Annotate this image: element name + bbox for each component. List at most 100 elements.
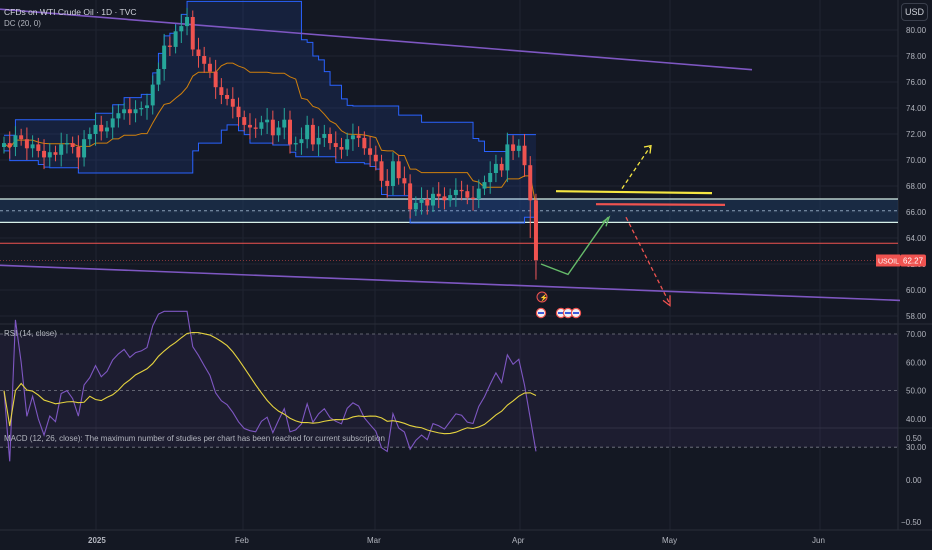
- candle-body: [213, 71, 218, 88]
- candle-body: [385, 180, 390, 186]
- symbol-tag: [876, 254, 900, 267]
- rsi-tick-label: 40.00: [906, 415, 927, 424]
- last-price-tag: [900, 254, 926, 267]
- candle-body: [162, 45, 167, 69]
- candle-body: [139, 108, 144, 110]
- time-tick-label: Apr: [512, 536, 525, 545]
- red-projection-path: [625, 216, 671, 305]
- symbol-tag-label: USOIL: [878, 258, 899, 265]
- candle-body: [316, 137, 321, 145]
- candle-body: [236, 106, 241, 118]
- price-tick-label: 78.00: [906, 52, 927, 61]
- candle-body: [196, 49, 201, 56]
- candle-body: [431, 193, 435, 206]
- price-tick-label: 76.00: [906, 78, 927, 87]
- price-tick-label: 64.00: [906, 234, 927, 243]
- candle-body: [350, 135, 355, 140]
- candle-body: [299, 139, 304, 144]
- candle-body: [396, 161, 401, 179]
- candle-body: [499, 163, 504, 171]
- candle-body: [528, 165, 533, 201]
- donchian-fill: [4, 1, 536, 276]
- candle-body: [356, 135, 361, 138]
- candle-body: [230, 98, 235, 107]
- currency-button[interactable]: USD: [901, 3, 928, 21]
- candle-body: [390, 161, 395, 186]
- red-projection-arrow: [662, 295, 671, 307]
- candle-body: [488, 173, 493, 183]
- time-tick-label: 2025: [88, 536, 106, 545]
- candle-body: [13, 135, 18, 147]
- candle-body: [24, 139, 29, 149]
- indicator-legend-macd: MACD (12, 26, close): The maximum number…: [4, 434, 385, 443]
- candle-body: [82, 139, 87, 158]
- donchian-upper: [4, 0, 536, 153]
- time-tick-label: Jun: [812, 536, 825, 545]
- candle-body: [459, 189, 464, 192]
- price-tick-label: 80.00: [906, 26, 927, 35]
- candle-body: [282, 119, 287, 128]
- macd-tick-label: −0.50: [901, 518, 922, 527]
- green-projection-path: [540, 216, 609, 276]
- time-tick-label: Mar: [367, 536, 381, 545]
- candle-body: [362, 137, 367, 149]
- candle-body: [19, 135, 24, 140]
- event-flash-icon: [536, 291, 548, 303]
- candle-body: [476, 188, 481, 199]
- candle-body: [305, 124, 310, 140]
- indicator-legend-dc: DC (20, 0): [4, 19, 41, 28]
- candle-body: [253, 127, 258, 129]
- candle-body: [265, 119, 270, 123]
- candle-body: [288, 119, 292, 145]
- candle-body: [156, 69, 161, 85]
- candle-body: [225, 95, 230, 99]
- candle-body: [2, 143, 6, 147]
- candle-body: [207, 63, 212, 72]
- flash-icon: ⚡: [540, 293, 549, 302]
- candle-body: [76, 147, 81, 158]
- candle-body: [425, 199, 430, 206]
- price-tick-label: 72.00: [906, 130, 927, 139]
- time-tick-label: Feb: [235, 536, 249, 545]
- price-tick-label: 68.00: [906, 182, 927, 191]
- candle-body: [190, 17, 195, 50]
- green-projection-arrow: [601, 215, 611, 227]
- price-tick-label: 66.00: [906, 208, 927, 217]
- red-resistance-line: [595, 203, 726, 206]
- macd-tick-label: 0.00: [906, 476, 922, 485]
- candle-body: [293, 143, 298, 145]
- candle-body: [533, 200, 538, 261]
- donchian-lower: [4, 124, 537, 276]
- candle-body: [167, 45, 172, 47]
- macd-tick-label: 0.50: [906, 434, 922, 443]
- price-tick-label: 74.00: [906, 104, 927, 113]
- yellow-projection-arrow: [643, 144, 652, 154]
- candle-body: [87, 134, 92, 140]
- candle-body: [333, 143, 338, 147]
- price-tick-label: 60.00: [906, 286, 927, 295]
- candle-body: [185, 17, 190, 27]
- candle-body: [179, 26, 184, 32]
- yellow-resistance-line: [555, 190, 713, 195]
- candle-body: [150, 84, 155, 106]
- candle-body: [70, 143, 75, 147]
- rsi-tick-label: 70.00: [906, 330, 927, 339]
- candle-body: [322, 134, 327, 138]
- candle-body: [436, 193, 441, 197]
- candle-body: [453, 189, 458, 196]
- us-flag-icon-stripe: [565, 312, 571, 314]
- us-flag-icon-stripe: [573, 312, 579, 314]
- lower-channel-line: [0, 264, 901, 302]
- rsi-line: [3, 310, 537, 462]
- time-tick-label: May: [662, 536, 677, 545]
- rsi-band: [0, 334, 898, 448]
- candle-body: [53, 152, 58, 155]
- last-price-label: 62.27: [903, 256, 924, 265]
- candle-body: [505, 144, 510, 171]
- candle-body: [402, 178, 407, 184]
- candle-body: [471, 197, 476, 199]
- candles: [2, 7, 538, 280]
- candle-body: [339, 147, 344, 150]
